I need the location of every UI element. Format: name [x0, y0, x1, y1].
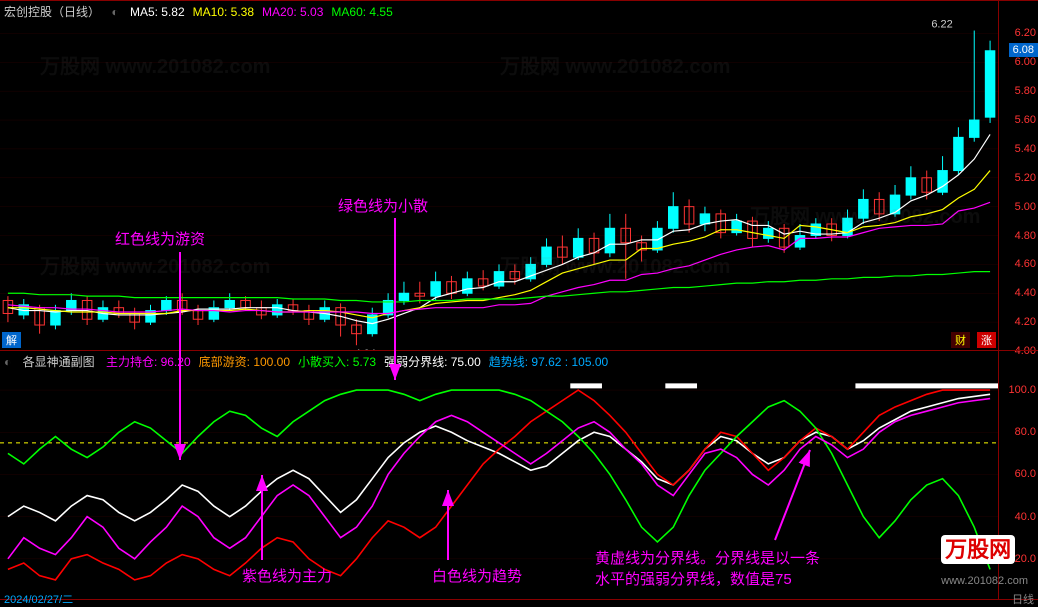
bottom-date: 2024/02/27/二	[4, 591, 73, 607]
annotation-yellow-boundary: 黄虚线为分界线。分界线是以一条水平的强弱分界线，数值是75	[595, 547, 820, 589]
main-svg: 6.22←4.04	[0, 19, 998, 351]
corner-zhang[interactable]: 涨	[977, 332, 996, 348]
sub-indicator-panel[interactable]: ◐ 各显神通副图 主力持仓: 96.20底部游资: 100.00小散买入: 5.…	[0, 350, 1038, 600]
gear-icon[interactable]: ◐	[4, 355, 11, 369]
bottom-period: 日线	[1012, 591, 1034, 607]
main-kline-panel[interactable]: 宏创控股（日线） ◐ MA5: 5.82MA10: 5.38MA20: 5.03…	[0, 0, 1038, 350]
svg-text:6.22: 6.22	[931, 19, 952, 31]
main-yaxis: 4.004.204.404.604.805.005.205.405.605.80…	[998, 1, 1038, 350]
sub-title: 各显神通副图	[23, 353, 95, 370]
stock-title: 宏创控股（日线）	[4, 3, 100, 20]
annotation-purple-line: 紫色线为主力	[242, 565, 332, 586]
corner-cai[interactable]: 财	[951, 332, 970, 348]
annotation-white-line: 白色线为趋势	[432, 565, 522, 586]
annotation-red-line: 红色线为游资	[115, 228, 205, 249]
chart-root: 万股网 www.201082.com 万股网 www.201082.com 万股…	[0, 0, 1038, 607]
sub-legend: 主力持仓: 96.20底部游资: 100.00小散买入: 5.73强弱分界线: …	[106, 355, 616, 369]
sub-header: ◐ 各显神通副图 主力持仓: 96.20底部游资: 100.00小散买入: 5.…	[4, 353, 616, 369]
corner-jie[interactable]: 解	[2, 332, 21, 348]
ma-legend: MA5: 5.82MA10: 5.38MA20: 5.03MA60: 4.55	[130, 5, 401, 19]
gear-icon[interactable]: ◐	[111, 5, 118, 19]
main-header: 宏创控股（日线） ◐ MA5: 5.82MA10: 5.38MA20: 5.03…	[4, 3, 401, 19]
main-chart-area[interactable]: 6.22←4.04	[0, 19, 998, 350]
logo-watermark: 万股网 www.201082.com	[941, 532, 1028, 590]
annotation-green-line: 绿色线为小散	[338, 195, 428, 216]
